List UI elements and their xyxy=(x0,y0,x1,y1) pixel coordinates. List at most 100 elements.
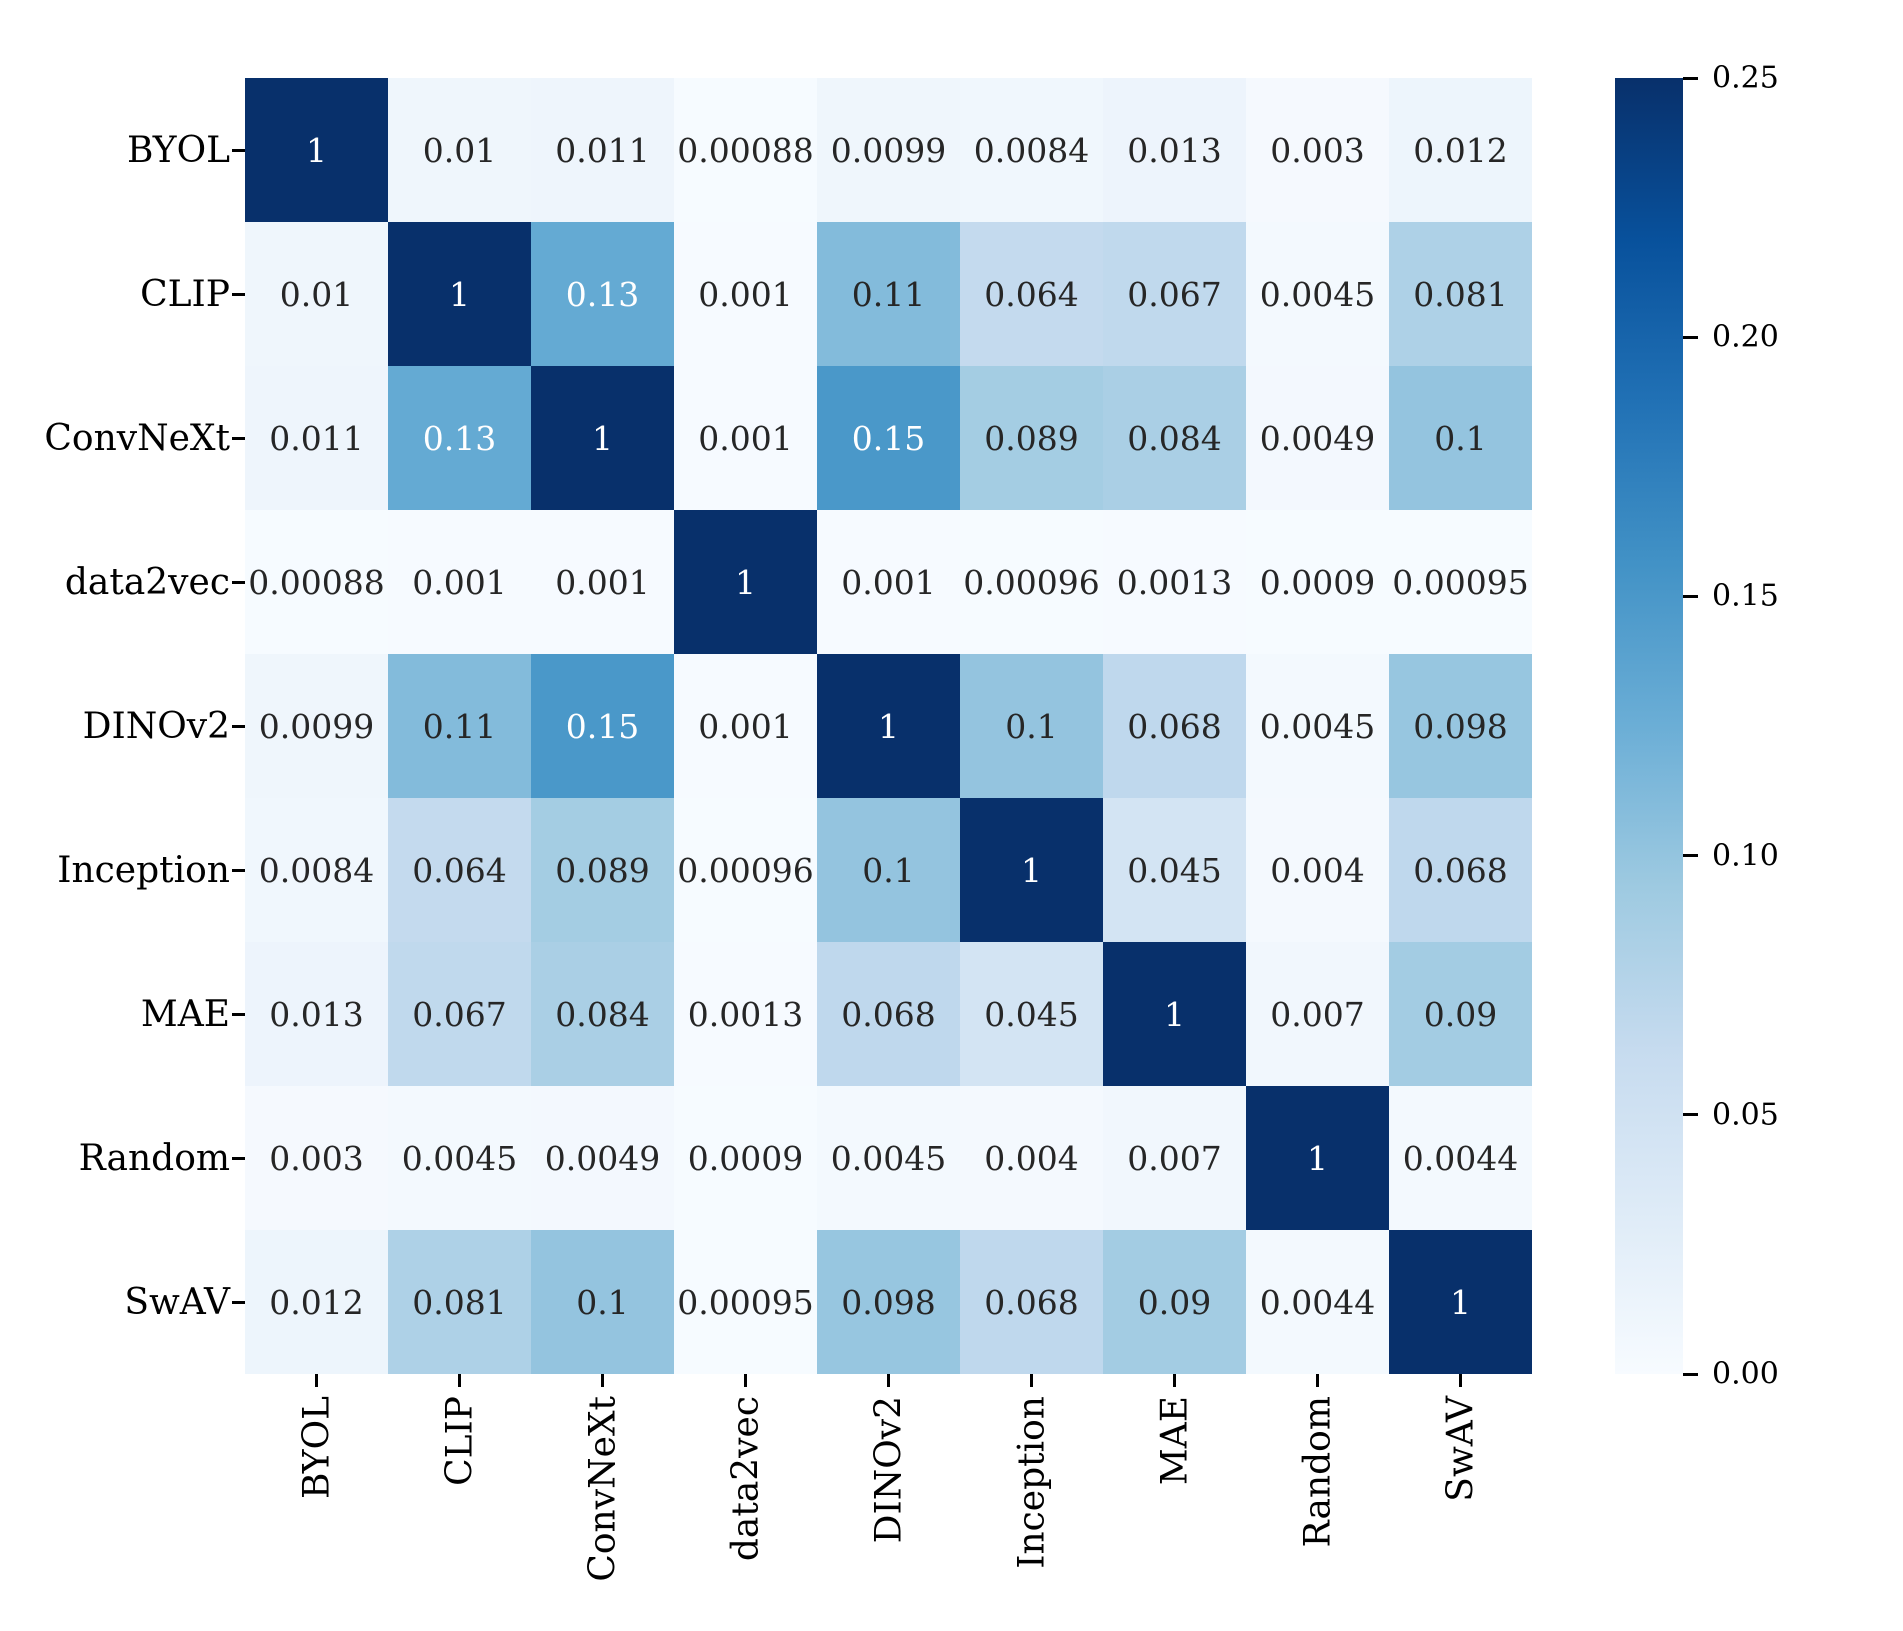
heatmap-cell: 0.068 xyxy=(1389,798,1532,942)
cell-value: 0.004 xyxy=(984,1138,1079,1178)
cell-value: 0.00088 xyxy=(248,562,385,602)
heatmap-cell: 0.013 xyxy=(1103,78,1246,222)
cell-value: 0.11 xyxy=(851,274,926,314)
cell-value: 0.013 xyxy=(1127,130,1222,170)
cell-value: 0.007 xyxy=(1127,1138,1222,1178)
heatmap-cell: 1 xyxy=(388,222,531,366)
heatmap-cell: 0.045 xyxy=(1103,798,1246,942)
cell-value: 0.013 xyxy=(269,994,364,1034)
cell-value: 0.068 xyxy=(1413,850,1508,890)
heatmap-cell: 0.011 xyxy=(245,366,388,510)
cell-value: 0.068 xyxy=(1127,706,1222,746)
heatmap-cell: 0.11 xyxy=(388,654,531,798)
heatmap-cell: 0.068 xyxy=(1103,654,1246,798)
cell-value: 0.0084 xyxy=(973,130,1090,170)
x-tick-mark xyxy=(1173,1374,1176,1387)
x-tick-mark xyxy=(601,1374,604,1387)
cell-value: 0.15 xyxy=(565,706,640,746)
cell-value: 0.00096 xyxy=(963,562,1100,602)
colorbar-tick-label: 0.05 xyxy=(1712,1097,1779,1133)
cell-value: 0.007 xyxy=(1270,994,1365,1034)
heatmap-cell: 0.1 xyxy=(960,654,1103,798)
heatmap-cell: 0.001 xyxy=(674,654,817,798)
heatmap-cell: 1 xyxy=(960,798,1103,942)
colorbar-tick-mark xyxy=(1683,854,1698,858)
heatmap-cell: 0.11 xyxy=(817,222,960,366)
heatmap-cell: 0.001 xyxy=(531,510,674,654)
heatmap-cell: 0.084 xyxy=(531,942,674,1086)
y-tick-label: SwAV xyxy=(124,1281,230,1323)
cell-value: 0.09 xyxy=(1137,1282,1212,1322)
heatmap-cell: 0.1 xyxy=(817,798,960,942)
heatmap-cell: 1 xyxy=(1246,1086,1389,1230)
heatmap-cell: 1 xyxy=(245,78,388,222)
colorbar-tick-mark xyxy=(1683,76,1698,80)
x-tick-label: ConvNeXt xyxy=(582,1396,623,1582)
heatmap-grid: 1 0.01 0.011 0.00088 0.0099 0.0084 0.013 0.003 0… xyxy=(245,78,1532,1374)
cell-value: 0.09 xyxy=(1423,994,1498,1034)
heatmap-cell: 1 xyxy=(674,510,817,654)
x-tick-label: Inception xyxy=(1011,1396,1052,1569)
cell-value: 0.1 xyxy=(862,850,915,890)
cell-value: 1 xyxy=(592,418,613,458)
heatmap-cell: 0.0009 xyxy=(1246,510,1389,654)
x-tick-mark xyxy=(744,1374,747,1387)
x-tick-label: CLIP xyxy=(439,1396,480,1486)
cell-value: 0.089 xyxy=(555,850,650,890)
colorbar-tick-label: 0.15 xyxy=(1712,578,1779,614)
heatmap-cell: 1 xyxy=(817,654,960,798)
x-tick-mark xyxy=(1030,1374,1033,1387)
colorbar-tick-label: 0.10 xyxy=(1712,838,1779,874)
heatmap-cell: 0.064 xyxy=(960,222,1103,366)
x-tick-label: MAE xyxy=(1154,1396,1195,1486)
y-tick-label: data2vec xyxy=(64,561,230,603)
cell-value: 0.064 xyxy=(412,850,507,890)
cell-value: 1 xyxy=(1021,850,1042,890)
heatmap-cell: 0.003 xyxy=(245,1086,388,1230)
heatmap-cell: 0.00088 xyxy=(245,510,388,654)
colorbar-tick-label: 0.25 xyxy=(1712,60,1779,96)
cell-value: 0.003 xyxy=(1270,130,1365,170)
y-tick-label: Inception xyxy=(57,849,230,891)
cell-value: 0.081 xyxy=(412,1282,507,1322)
heatmap-cell: 0.00095 xyxy=(674,1230,817,1374)
cell-value: 0.001 xyxy=(841,562,936,602)
heatmap-cell: 0.00095 xyxy=(1389,510,1532,654)
cell-value: 0.1 xyxy=(1005,706,1058,746)
heatmap-cell: 0.0084 xyxy=(960,78,1103,222)
colorbar-tick-mark xyxy=(1683,1372,1698,1376)
heatmap-cell: 0.0099 xyxy=(245,654,388,798)
colorbar-tick-mark xyxy=(1683,1113,1698,1117)
cell-value: 0.0009 xyxy=(1259,562,1376,602)
y-tick-mark xyxy=(232,148,245,152)
heatmap-cell: 0.013 xyxy=(245,942,388,1086)
y-tick-label: MAE xyxy=(140,993,230,1035)
cell-value: 0.00088 xyxy=(677,130,814,170)
heatmap-cell: 0.00088 xyxy=(674,78,817,222)
cell-value: 0.00095 xyxy=(1392,562,1529,602)
x-tick-label: DINOv2 xyxy=(868,1396,909,1544)
cell-value: 0.0049 xyxy=(544,1138,661,1178)
heatmap-cell: 0.0044 xyxy=(1246,1230,1389,1374)
cell-value: 0.068 xyxy=(841,994,936,1034)
colorbar-tick-label: 0.00 xyxy=(1712,1356,1779,1392)
cell-value: 0.001 xyxy=(698,418,793,458)
cell-value: 0.089 xyxy=(984,418,1079,458)
cell-value: 0.012 xyxy=(1413,130,1508,170)
heatmap-cell: 0.0049 xyxy=(1246,366,1389,510)
heatmap-cell: 0.01 xyxy=(245,222,388,366)
colorbar-tick-mark xyxy=(1683,335,1698,339)
x-tick-label: SwAV xyxy=(1440,1396,1481,1502)
cell-value: 0.11 xyxy=(422,706,497,746)
y-tick-mark xyxy=(232,1300,245,1304)
heatmap-cell: 0.098 xyxy=(1389,654,1532,798)
cell-value: 0.068 xyxy=(984,1282,1079,1322)
cell-value: 1 xyxy=(735,562,756,602)
cell-value: 0.084 xyxy=(555,994,650,1034)
cell-value: 0.081 xyxy=(1413,274,1508,314)
cell-value: 0.011 xyxy=(269,418,364,458)
cell-value: 0.001 xyxy=(555,562,650,602)
cell-value: 1 xyxy=(878,706,899,746)
heatmap-cell: 0.0013 xyxy=(1103,510,1246,654)
heatmap-cell: 1 xyxy=(1103,942,1246,1086)
